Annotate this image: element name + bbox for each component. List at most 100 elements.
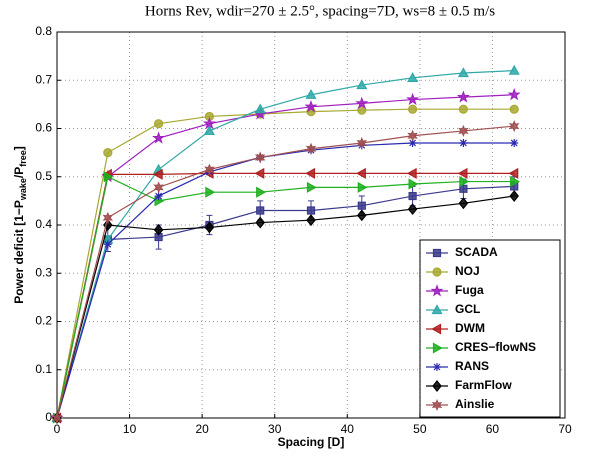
series-line [56, 70, 515, 419]
y-tick-label: 0 [45, 410, 52, 424]
data-point [51, 411, 63, 425]
y-tick-label: 0.4 [35, 217, 52, 231]
data-point [458, 104, 468, 114]
data-point [306, 206, 316, 215]
data-point [306, 181, 317, 193]
data-point [305, 142, 317, 155]
data-point [306, 214, 316, 227]
data-point [357, 209, 367, 222]
legend-marker [431, 323, 442, 335]
y-axis-label: Power deficit [1−Pwake/Pfree] [12, 146, 28, 304]
data-point [305, 167, 316, 179]
x-tick-label: 40 [341, 422, 355, 436]
legend-marker [432, 342, 443, 354]
y-tick-label: 0.1 [35, 362, 52, 376]
legend-box [419, 239, 561, 418]
legend-marker [431, 304, 443, 315]
data-point [103, 171, 114, 183]
plot-frame [56, 31, 566, 419]
series-line [56, 185, 515, 419]
y-tick-label: 0.2 [35, 314, 52, 328]
data-point [407, 72, 419, 82]
data-point [102, 211, 114, 224]
x-tick-label: 30 [268, 422, 282, 436]
chart-title: Horns Rev, wdir=270 ± 2.5°, spacing=7D, … [145, 3, 495, 19]
legend-marker [432, 380, 442, 392]
data-point [507, 87, 521, 101]
data-point [408, 104, 418, 114]
data-point [304, 99, 318, 113]
data-point [204, 163, 215, 176]
data-point [254, 103, 266, 114]
data-point [357, 201, 366, 210]
y-tick-label: 0.8 [35, 24, 52, 38]
data-point [205, 186, 216, 198]
x-tick-label: 50 [413, 422, 427, 436]
data-point [510, 138, 519, 147]
data-point [406, 92, 420, 106]
legend-marker [432, 248, 442, 258]
data-point [152, 131, 166, 144]
legend-label: Fuga [455, 283, 484, 297]
y-tick-label: 0.5 [35, 169, 52, 183]
data-point [355, 96, 369, 109]
data-point [356, 136, 368, 150]
data-point [459, 176, 470, 188]
legend-label: GCL [455, 302, 480, 316]
legend-label: SCADA [455, 245, 498, 259]
data-point [510, 176, 520, 188]
data-point [305, 89, 317, 99]
data-point [154, 192, 163, 201]
data-point [508, 167, 519, 179]
legend-marker [430, 284, 444, 297]
data-point [459, 184, 468, 193]
data-point [254, 151, 266, 164]
x-tick-label: 70 [558, 422, 572, 436]
legend-label: FarmFlow [455, 378, 512, 392]
data-point [408, 178, 419, 190]
data-point [256, 206, 265, 215]
data-point [103, 148, 113, 158]
data-point [204, 111, 214, 122]
data-point [356, 79, 368, 90]
y-tick-label: 0.3 [35, 265, 52, 279]
y-label-part: ] [12, 146, 26, 150]
legend-marker [432, 267, 442, 277]
y-label-part: Power deficit [1−P [12, 200, 26, 304]
data-point [254, 167, 265, 179]
data-point [356, 167, 366, 179]
data-point [509, 104, 519, 114]
legend-label: Ainslie [455, 397, 495, 411]
y-label-part: /P [12, 167, 26, 178]
data-point [406, 167, 417, 179]
x-tick-label: 20 [195, 422, 209, 436]
data-point [407, 203, 418, 216]
data-point [457, 67, 469, 78]
series-line [56, 108, 515, 419]
data-point [153, 223, 164, 236]
data-point [256, 186, 266, 198]
y-tick-label: 0.6 [35, 121, 52, 135]
data-point [407, 129, 418, 142]
legend-label: CRES−flowNS [455, 340, 536, 354]
x-axis-label: Spacing [D] [278, 435, 345, 449]
series-line [56, 142, 515, 419]
legend-label: DWM [455, 321, 485, 335]
data-point [458, 197, 469, 210]
series-line [56, 175, 515, 419]
y-label-part: wake [18, 178, 28, 201]
x-tick-label: 0 [54, 422, 61, 436]
x-tick-label: 60 [486, 422, 500, 436]
series-line [56, 172, 515, 419]
data-point [508, 120, 520, 133]
data-point [408, 191, 417, 201]
data-point [457, 167, 468, 179]
legend-label: NOJ [455, 264, 480, 278]
data-point [508, 64, 520, 75]
data-point [203, 125, 215, 136]
data-point [456, 90, 470, 103]
legend-marker [431, 398, 443, 412]
data-point [357, 181, 368, 193]
y-label-part: free [18, 150, 28, 167]
